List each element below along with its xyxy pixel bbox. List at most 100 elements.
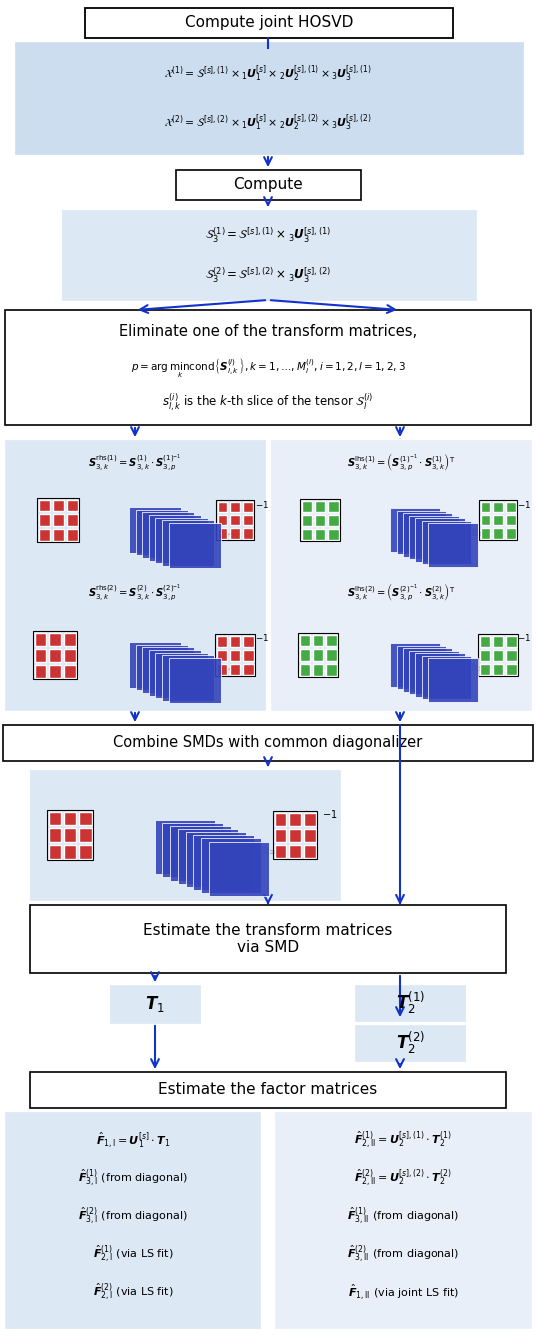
FancyBboxPatch shape xyxy=(218,515,227,525)
FancyBboxPatch shape xyxy=(301,515,312,525)
Text: Compute joint HOSVD: Compute joint HOSVD xyxy=(185,16,353,31)
FancyBboxPatch shape xyxy=(506,528,516,539)
Polygon shape xyxy=(428,523,478,567)
FancyBboxPatch shape xyxy=(66,515,78,525)
Polygon shape xyxy=(403,649,452,691)
Polygon shape xyxy=(162,520,214,565)
FancyBboxPatch shape xyxy=(355,1025,465,1061)
Polygon shape xyxy=(415,519,465,561)
FancyBboxPatch shape xyxy=(230,635,240,646)
Text: $\boldsymbol{S}_{3,k}^{\mathrm{lhs}(2)} = \left(\boldsymbol{S}_{3,p}^{(2)^{-1}} : $\boldsymbol{S}_{3,k}^{\mathrm{lhs}(2)} … xyxy=(347,582,455,603)
Text: $\hat{\boldsymbol{F}}_{3,\mathrm{II}}^{(1)}$ (from diagonal): $\hat{\boldsymbol{F}}_{3,\mathrm{II}}^{(… xyxy=(347,1206,459,1226)
FancyBboxPatch shape xyxy=(493,650,503,661)
FancyBboxPatch shape xyxy=(313,635,323,646)
Polygon shape xyxy=(129,642,181,687)
Polygon shape xyxy=(397,511,446,555)
Text: $\hat{\boldsymbol{F}}_{3,\mathrm{I}}^{(2)}$ (from diagonal): $\hat{\boldsymbol{F}}_{3,\mathrm{I}}^{(2… xyxy=(78,1206,188,1226)
Text: $\hat{\boldsymbol{F}}_{3,\mathrm{I}}^{(1)}$ (from diagonal): $\hat{\boldsymbol{F}}_{3,\mathrm{I}}^{(1… xyxy=(78,1167,188,1189)
FancyBboxPatch shape xyxy=(5,440,265,710)
FancyBboxPatch shape xyxy=(48,844,61,859)
FancyBboxPatch shape xyxy=(3,725,533,761)
Text: Estimate the transform matrices
via SMD: Estimate the transform matrices via SMD xyxy=(143,923,393,955)
Polygon shape xyxy=(170,825,230,880)
Text: $\mathcal{S}_3^{(1)} = \mathcal{S}^{[s],(1)} \times_3 \boldsymbol{U}_3^{[s],(1)}: $\mathcal{S}_3^{(1)} = \mathcal{S}^{[s],… xyxy=(205,225,331,245)
Polygon shape xyxy=(169,523,221,568)
FancyBboxPatch shape xyxy=(217,650,227,661)
FancyBboxPatch shape xyxy=(53,529,63,540)
Polygon shape xyxy=(149,650,201,695)
FancyBboxPatch shape xyxy=(326,649,337,661)
Polygon shape xyxy=(209,842,269,896)
FancyBboxPatch shape xyxy=(79,812,92,825)
Polygon shape xyxy=(136,645,188,690)
FancyBboxPatch shape xyxy=(34,632,46,646)
Text: $^{-1}$: $^{-1}$ xyxy=(255,635,269,647)
Polygon shape xyxy=(390,643,440,686)
FancyBboxPatch shape xyxy=(53,500,63,511)
FancyBboxPatch shape xyxy=(53,515,63,525)
FancyBboxPatch shape xyxy=(64,828,76,842)
FancyBboxPatch shape xyxy=(480,635,490,646)
Text: $s_{l,k}^{(i)}$ is the $k$-th slice of the tensor $\mathcal{S}_l^{(i)}$: $s_{l,k}^{(i)}$ is the $k$-th slice of t… xyxy=(162,391,374,413)
FancyBboxPatch shape xyxy=(30,1072,506,1108)
FancyBboxPatch shape xyxy=(217,635,227,646)
Text: Compute: Compute xyxy=(234,177,303,193)
Text: $\hat{\boldsymbol{F}}_{2,\mathrm{I}}^{(1)}$ (via LS fit): $\hat{\boldsymbol{F}}_{2,\mathrm{I}}^{(1… xyxy=(93,1244,173,1265)
FancyBboxPatch shape xyxy=(110,985,200,1022)
Text: $p = \arg\min_k \mathrm{cond}\left\{\boldsymbol{S}_{l,k}^{(i)}\right\}, k = 1,\l: $p = \arg\min_k \mathrm{cond}\left\{\bol… xyxy=(131,356,405,381)
FancyBboxPatch shape xyxy=(493,635,503,646)
Polygon shape xyxy=(397,646,446,689)
FancyBboxPatch shape xyxy=(39,515,49,525)
FancyBboxPatch shape xyxy=(300,649,310,661)
Polygon shape xyxy=(409,651,459,694)
Text: Eliminate one of the transform matrices,: Eliminate one of the transform matrices, xyxy=(119,324,417,339)
FancyBboxPatch shape xyxy=(328,528,339,540)
Polygon shape xyxy=(139,654,231,670)
FancyBboxPatch shape xyxy=(480,663,490,674)
Text: $\hat{\boldsymbol{F}}_{2,\mathrm{II}}^{(1)} = \boldsymbol{U}_2^{[s],(1)} \cdot \: $\hat{\boldsymbol{F}}_{2,\mathrm{II}}^{(… xyxy=(354,1130,452,1150)
FancyBboxPatch shape xyxy=(313,649,323,661)
Polygon shape xyxy=(139,519,231,535)
FancyBboxPatch shape xyxy=(64,665,76,678)
Polygon shape xyxy=(409,516,459,559)
FancyBboxPatch shape xyxy=(506,650,517,661)
FancyBboxPatch shape xyxy=(176,170,361,200)
FancyBboxPatch shape xyxy=(326,635,337,646)
FancyBboxPatch shape xyxy=(64,649,76,662)
FancyBboxPatch shape xyxy=(315,501,325,512)
FancyBboxPatch shape xyxy=(64,812,76,825)
FancyBboxPatch shape xyxy=(230,501,240,512)
Polygon shape xyxy=(169,658,221,704)
FancyBboxPatch shape xyxy=(493,528,503,539)
FancyBboxPatch shape xyxy=(34,665,46,678)
FancyBboxPatch shape xyxy=(506,635,517,646)
Text: Estimate the factor matrices: Estimate the factor matrices xyxy=(158,1083,378,1097)
Polygon shape xyxy=(178,829,239,883)
FancyBboxPatch shape xyxy=(480,501,490,512)
Polygon shape xyxy=(149,515,201,560)
Polygon shape xyxy=(129,508,181,552)
FancyBboxPatch shape xyxy=(243,528,252,539)
FancyBboxPatch shape xyxy=(328,515,339,525)
FancyBboxPatch shape xyxy=(300,635,310,646)
FancyBboxPatch shape xyxy=(493,663,503,674)
FancyBboxPatch shape xyxy=(64,632,76,646)
Polygon shape xyxy=(428,658,478,702)
FancyBboxPatch shape xyxy=(85,8,453,38)
FancyBboxPatch shape xyxy=(301,501,312,512)
FancyBboxPatch shape xyxy=(355,985,465,1021)
FancyBboxPatch shape xyxy=(5,310,531,425)
FancyBboxPatch shape xyxy=(313,663,323,675)
FancyBboxPatch shape xyxy=(275,1112,531,1328)
Text: Combine SMDs with common diagonalizer: Combine SMDs with common diagonalizer xyxy=(114,736,422,750)
Text: $\hat{\boldsymbol{F}}_{2,\mathrm{I}}^{(2)}$ (via LS fit): $\hat{\boldsymbol{F}}_{2,\mathrm{I}}^{(2… xyxy=(93,1281,173,1302)
Polygon shape xyxy=(155,653,208,698)
FancyBboxPatch shape xyxy=(79,844,92,859)
FancyBboxPatch shape xyxy=(66,500,78,511)
FancyBboxPatch shape xyxy=(480,528,490,539)
FancyBboxPatch shape xyxy=(328,501,339,512)
Polygon shape xyxy=(201,839,262,892)
FancyBboxPatch shape xyxy=(304,812,316,825)
FancyBboxPatch shape xyxy=(289,844,301,858)
FancyBboxPatch shape xyxy=(66,529,78,540)
